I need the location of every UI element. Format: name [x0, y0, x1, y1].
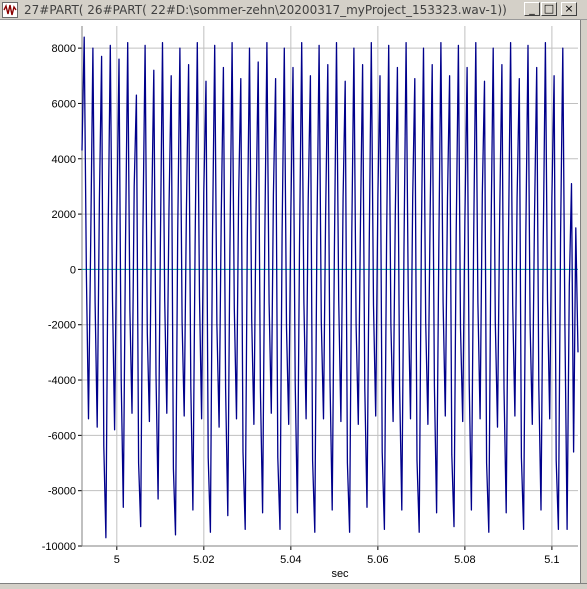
- maximize-button[interactable]: □: [541, 2, 557, 16]
- title-bar[interactable]: 27#PART( 26#PART( 22#D:\sommer-zehn\2020…: [0, 0, 587, 20]
- x-tick-label: 5.1: [544, 554, 559, 566]
- y-tick-label: -4000: [48, 375, 76, 387]
- minimize-button[interactable]: _: [524, 2, 540, 16]
- window-right-frame: [580, 20, 587, 589]
- x-tick-label: 5.04: [280, 554, 301, 566]
- x-axis-label: sec: [331, 568, 349, 580]
- y-tick-label: -6000: [48, 430, 76, 442]
- y-tick-label: 4000: [52, 154, 76, 166]
- signal-layer: [81, 36, 579, 539]
- y-tick-label: 2000: [52, 209, 76, 221]
- y-tick-label: -2000: [48, 320, 76, 332]
- waveform-icon: [3, 3, 17, 16]
- signal-series-line: [81, 36, 579, 539]
- waveform-plot[interactable]: 8000 6000 4000 2000 0 -2000 -4000 -6000 -8000 -10…: [0, 20, 580, 583]
- x-tick-label: 5.08: [454, 554, 475, 566]
- y-tick-label: 6000: [52, 98, 76, 110]
- window-bottom-frame: [0, 583, 587, 589]
- close-button[interactable]: ×: [561, 2, 577, 16]
- x-tick-label: 5: [114, 554, 120, 566]
- tick-labels: 8000 6000 4000 2000 0 -2000 -4000 -6000 -8000 -10…: [42, 43, 560, 580]
- y-tick-label: 0: [70, 264, 76, 276]
- y-tick-label: -10000: [42, 541, 76, 553]
- plot-axes: [78, 26, 578, 550]
- y-tick-label: -8000: [48, 486, 76, 498]
- waveform-app-icon[interactable]: [2, 2, 18, 18]
- y-tick-label: 8000: [52, 43, 76, 55]
- window-title: 27#PART( 26#PART( 22#D:\sommer-zehn\2020…: [24, 3, 507, 17]
- x-tick-label: 5.02: [193, 554, 214, 566]
- x-tick-label: 5.06: [367, 554, 388, 566]
